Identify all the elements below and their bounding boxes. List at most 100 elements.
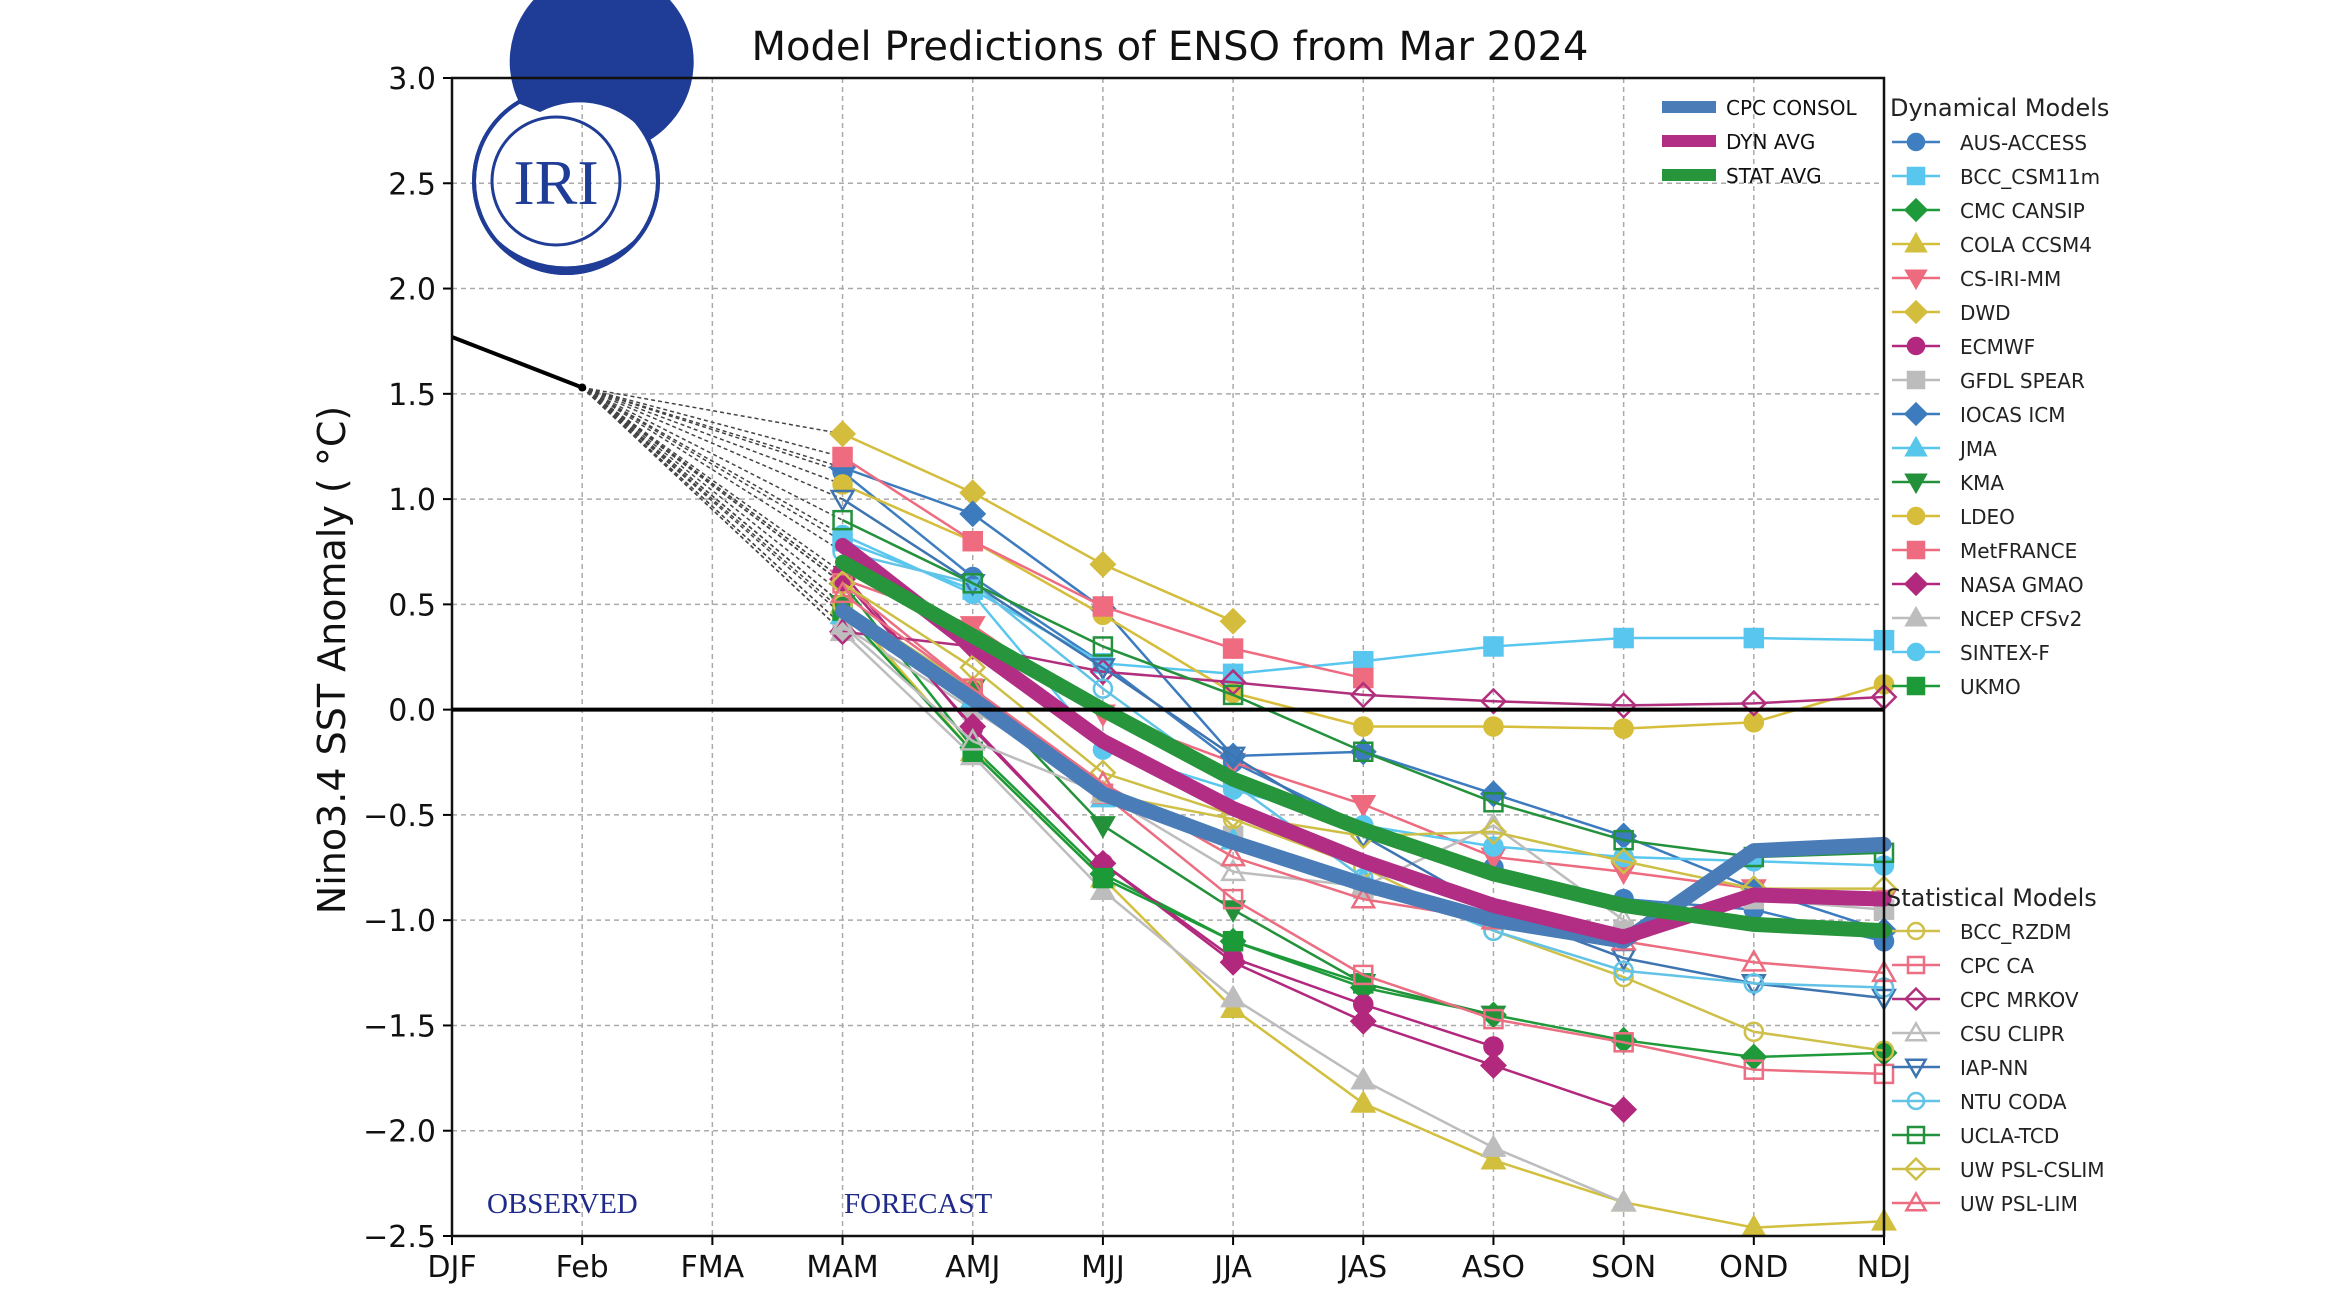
y-tick-label: 2.0 — [388, 273, 436, 308]
legend-label: GFDL SPEAR — [1960, 369, 2085, 393]
data-point — [1480, 1134, 1507, 1157]
legend-marker-icon — [1903, 986, 1929, 1012]
data-point — [1743, 1021, 1765, 1043]
legend-label: KMA — [1960, 471, 2004, 495]
connector-line — [581, 386, 843, 486]
x-tick-label: AMJ — [945, 1250, 1000, 1285]
legend-item: KMA — [1892, 471, 2004, 495]
legend-label: JMA — [1958, 437, 1997, 461]
legend-marker-icon — [1903, 1156, 1929, 1182]
connector-line — [582, 386, 843, 435]
data-point — [1222, 663, 1244, 685]
data-point — [1222, 638, 1244, 659]
legend-item: CPC CA — [1892, 954, 2034, 978]
series-nasa-gmao — [829, 565, 1638, 1124]
legend-label: IOCAS ICM — [1960, 403, 2065, 427]
data-point — [1349, 1007, 1377, 1035]
data-point — [1483, 1008, 1504, 1030]
x-tick-label: JAS — [1337, 1250, 1387, 1285]
series-ucla-tcd — [832, 509, 1895, 868]
legend-item: CS-IRI-MM — [1892, 267, 2061, 291]
data-point — [1613, 627, 1634, 649]
chart-title: Model Predictions of ENSO from Mar 2024 — [752, 24, 1589, 70]
legend-label: UW PSL-LIM — [1960, 1192, 2078, 1216]
legend-item: UW PSL-LIM — [1892, 1190, 2078, 1216]
data-point — [959, 500, 987, 528]
legend-marker-icon — [1904, 1190, 1928, 1212]
legend-item: CMC CANSIP — [1892, 197, 2085, 223]
legend-averages: CPC CONSOL DYN AVG STAT AVG — [1662, 96, 1857, 188]
data-point — [1610, 691, 1638, 719]
legend-item: SINTEX-F — [1892, 641, 2050, 665]
data-point — [1740, 689, 1768, 717]
data-point — [1219, 607, 1247, 635]
data-point — [1353, 650, 1374, 672]
svg-text:IRI: IRI — [513, 147, 598, 218]
series-layer — [451, 335, 1898, 1237]
data-point — [1610, 847, 1638, 875]
legend-label: LDEO — [1960, 505, 2015, 529]
x-tick-label: NDJ — [1857, 1250, 1911, 1285]
data-point — [1092, 867, 1114, 889]
legend-label: UW PSL-CSLIM — [1960, 1158, 2105, 1182]
legend-marker-icon — [1904, 1020, 1928, 1042]
data-point — [962, 573, 983, 594]
connector-line — [581, 386, 844, 626]
legend-marker-icon — [1906, 506, 1926, 526]
iri-logo: IRI — [472, 0, 694, 275]
legend-item: BCC_RZDM — [1892, 920, 2072, 944]
data-point — [1222, 888, 1244, 910]
legend-label: COLA CCSM4 — [1960, 233, 2092, 257]
connector-line — [581, 386, 843, 536]
legend-item: CSU CLIPR — [1892, 1020, 2065, 1046]
y-tick-label: −2.0 — [363, 1115, 436, 1150]
data-point — [962, 530, 983, 552]
y-tick-label: 0.5 — [388, 588, 436, 623]
legend-dynamical: AUS-ACCESS BCC_CSM11m CMC CANSIP COLA CCSM4… — [1892, 131, 2100, 699]
legend-item: UKMO — [1892, 675, 2021, 699]
data-point — [1349, 681, 1377, 709]
data-point — [1089, 816, 1116, 839]
data-point — [1480, 1146, 1507, 1170]
legend-label: IAP-NN — [1960, 1056, 2028, 1080]
legend-marker-icon — [1906, 676, 1926, 696]
legend-item: NTU CODA — [1892, 1090, 2067, 1114]
legend-statistical-title: Statistical Models — [1886, 884, 2097, 912]
legend-marker-icon — [1904, 435, 1928, 457]
data-point — [1089, 658, 1117, 686]
series-dwd — [829, 420, 1247, 635]
data-point — [1479, 687, 1507, 715]
legend-label: NCEP CFSv2 — [1960, 607, 2082, 631]
legend-marker-icon — [1906, 921, 1926, 941]
data-point — [1092, 596, 1114, 617]
legend-item: CPC MRKOV — [1892, 986, 2079, 1012]
legend-label: ECMWF — [1960, 335, 2035, 359]
data-point — [1092, 678, 1114, 699]
legend-item: IAP-NN — [1892, 1056, 2028, 1080]
connector-line — [581, 386, 843, 574]
connector-line — [581, 386, 843, 469]
data-point — [1613, 960, 1634, 981]
data-point — [1222, 684, 1244, 706]
data-point — [959, 727, 986, 751]
legend-swatch — [1662, 135, 1716, 147]
legend-label: BCC_CSM11m — [1960, 165, 2100, 189]
data-point — [1613, 1032, 1634, 1053]
legend-marker-icon — [1906, 336, 1926, 356]
x-tick-label: SON — [1591, 1250, 1656, 1285]
y-tick-label: 2.5 — [388, 167, 436, 202]
y-tick-label: 1.5 — [388, 378, 436, 413]
data-point — [959, 713, 987, 740]
data-point — [832, 573, 853, 594]
data-point — [1743, 1059, 1765, 1080]
legend-swatch — [1662, 101, 1716, 113]
series-cpc-consol — [835, 603, 1892, 949]
axis-ticks: DJF Feb FMA MAM AMJ MJJ JJA JAS ASO SON OND NDJ 3.0 2… — [363, 62, 1911, 1285]
data-point — [1350, 1090, 1377, 1113]
plot-frame — [450, 76, 1886, 1238]
connector-line — [581, 386, 843, 458]
data-point — [832, 446, 853, 468]
data-point — [1610, 1188, 1637, 1212]
data-point — [1353, 964, 1374, 986]
data-point — [1089, 550, 1117, 578]
